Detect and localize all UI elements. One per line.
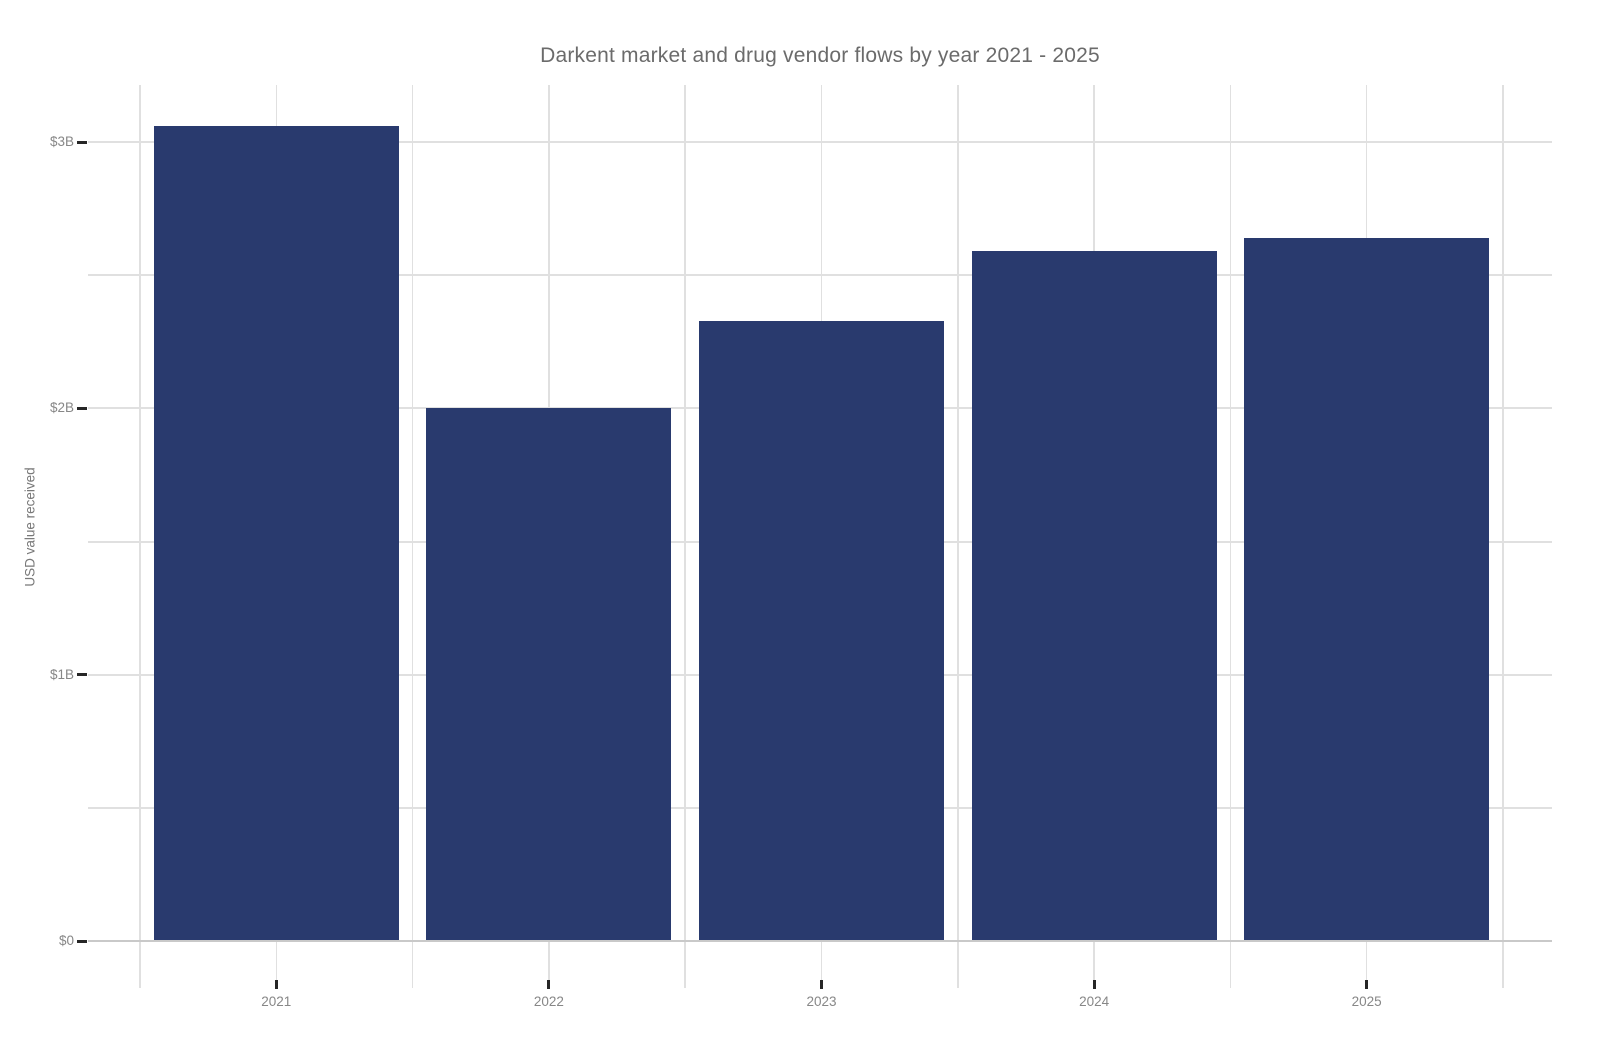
bar-2025	[1244, 237, 1490, 941]
gridline-vertical	[139, 85, 141, 988]
y-tick-label: $2B	[49, 400, 74, 416]
y-tick-label: $3B	[49, 134, 74, 150]
x-tick-label: 2022	[533, 994, 564, 1009]
gridline-vertical	[411, 85, 414, 988]
x-tick-label: 2021	[261, 994, 292, 1009]
y-tick-label: $0	[58, 933, 74, 948]
gridline-vertical	[1229, 85, 1232, 988]
bar-2024	[971, 251, 1217, 941]
gridline-horizontal-major	[88, 141, 1552, 144]
x-tick-mark	[820, 980, 823, 989]
bar-2022	[426, 408, 672, 941]
gridline-vertical	[684, 85, 686, 988]
chart-title: Darkent market and drug vendor flows by …	[540, 44, 1100, 67]
x-tick-mark	[274, 980, 278, 989]
y-tick-dash	[77, 939, 87, 943]
x-tick-label: 2023	[806, 994, 837, 1009]
gridline-vertical	[957, 85, 959, 988]
x-tick-mark	[547, 980, 551, 989]
gridline-vertical	[1502, 85, 1504, 988]
y-tick-dash	[77, 406, 87, 410]
gridline-horizontal-minor	[88, 274, 1552, 277]
x-tick-label: 2025	[1351, 994, 1382, 1009]
y-tick-dash	[77, 673, 87, 677]
x-tick-mark	[1092, 980, 1096, 989]
y-tick-dash	[77, 140, 87, 144]
x-tick-label: 2024	[1079, 994, 1110, 1009]
bar-2023	[699, 320, 944, 941]
bar-2021	[153, 126, 399, 941]
x-tick-mark	[1365, 980, 1369, 989]
y-tick-label: $1B	[49, 666, 74, 682]
axis-baseline	[88, 940, 1552, 942]
